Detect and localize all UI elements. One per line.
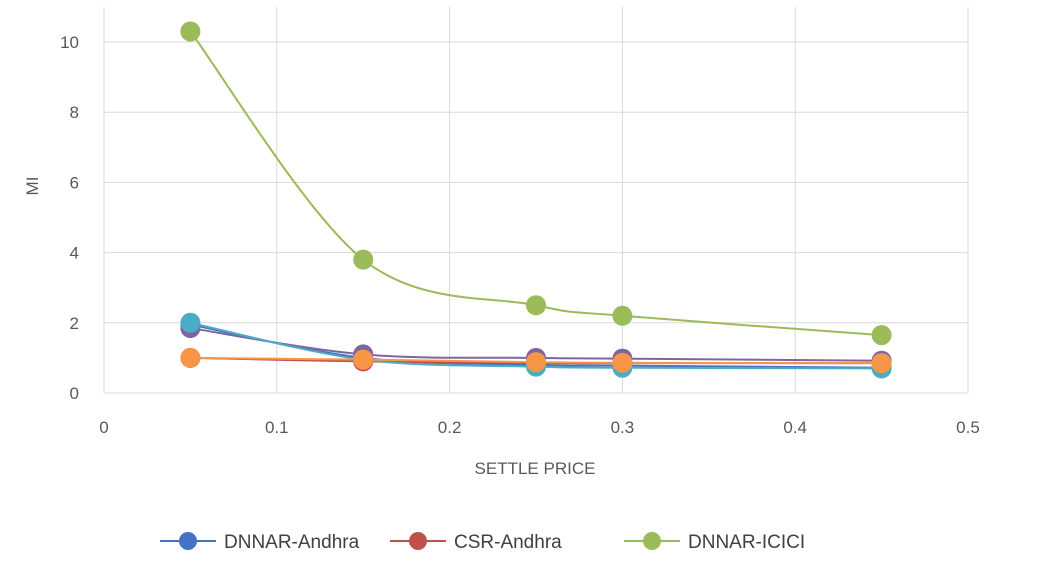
series-layer	[180, 21, 892, 379]
data-point	[180, 312, 201, 333]
legend-item: DNNAR-ICICI	[624, 532, 805, 553]
y-tick-label: 6	[70, 173, 79, 192]
y-tick-labels: 0 2 4 6 8 10	[60, 33, 79, 403]
x-axis-title: SETTLE PRICE	[475, 459, 596, 478]
data-point	[526, 295, 546, 316]
data-point	[180, 21, 201, 42]
series-2	[180, 21, 892, 346]
y-tick-label: 8	[70, 103, 79, 122]
legend-label: DNNAR-Andhra	[224, 532, 360, 553]
x-tick-label: 0.2	[438, 418, 462, 437]
x-tick-label: 0.5	[956, 418, 980, 437]
data-point	[180, 347, 201, 368]
legend-label: DNNAR-ICICI	[688, 532, 805, 553]
y-tick-label: 4	[70, 244, 79, 263]
data-point	[612, 305, 633, 326]
x-tick-label: 0.3	[611, 418, 635, 437]
legend-item: DNNAR-Andhra	[160, 532, 360, 553]
legend-item: CSR-Andhra	[390, 532, 562, 553]
data-point	[612, 352, 633, 373]
legend-marker	[409, 532, 427, 550]
x-tick-labels: 0 0.1 0.2 0.3 0.4 0.5	[99, 418, 980, 437]
data-point	[871, 325, 892, 346]
legend-marker	[643, 532, 661, 550]
data-point	[871, 353, 892, 374]
y-tick-label: 10	[60, 33, 79, 52]
series-line	[189, 30, 882, 337]
x-tick-label: 0.1	[265, 418, 289, 437]
y-tick-label: 0	[70, 384, 79, 403]
legend-label: CSR-Andhra	[454, 532, 562, 553]
x-tick-label: 0	[99, 418, 108, 437]
legend-marker	[179, 532, 197, 550]
legend: DNNAR-Andhra CSR-Andhra DNNAR-ICICI	[160, 532, 805, 553]
x-tick-label: 0.4	[783, 418, 807, 437]
grid-lines	[103, 6, 969, 394]
data-point	[353, 249, 374, 270]
data-point	[526, 352, 546, 373]
series-5	[180, 347, 892, 374]
data-point	[353, 349, 374, 370]
y-tick-label: 2	[70, 314, 79, 333]
y-axis-title: MI	[23, 177, 42, 196]
